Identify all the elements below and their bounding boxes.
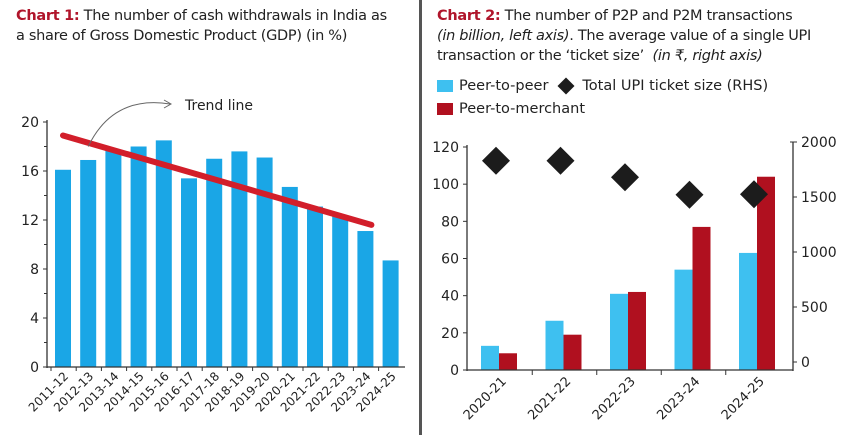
y-tick-label: 20 (441, 326, 459, 342)
bar-2018-19 (231, 151, 248, 367)
bar-2022-23 (332, 216, 349, 367)
chart-2-legend-row-1: Peer-to-peer Total UPI ticket size (RHS) (437, 77, 769, 95)
bar-2013-14 (105, 150, 122, 367)
y2-tick-label: 500 (801, 300, 828, 316)
y2-tick-label: 0 (801, 355, 810, 371)
bar-p2p-2021-22 (545, 320, 564, 370)
x-tick-label: 2024-25 (719, 374, 768, 423)
trend-arrowhead-icon (163, 99, 173, 109)
bar-2012-13 (80, 159, 97, 367)
chart-2-title-line2-italic: (in billion, left axis) (437, 28, 570, 44)
chart-2-title-lead: Chart 2: (437, 8, 501, 24)
legend-p2p-swatch (437, 80, 453, 92)
y-tick-label: 12 (21, 213, 39, 229)
bar-2024-25 (382, 260, 399, 367)
y-tick-label: 40 (441, 289, 459, 305)
legend-p2m-swatch (437, 103, 453, 115)
bar-2020-21 (281, 186, 298, 367)
ticket-size-diamond-2020-21 (482, 146, 510, 175)
chart-2-title-line1: The number of P2P and P2M transactions (500, 8, 793, 24)
bar-p2p-2023-24 (674, 269, 693, 370)
bar-p2p-2024-25 (739, 252, 757, 370)
bar-2016-17 (181, 178, 197, 367)
chart-2-panel: Chart 2: The number of P2P and P2M trans… (425, 0, 843, 435)
panel-divider (419, 0, 422, 435)
bar-p2m-2022-23 (628, 291, 646, 370)
trend-line-label: Trend line (184, 98, 253, 114)
ticket-size-diamond-2023-24 (675, 180, 704, 209)
bar-2011-12 (55, 169, 71, 367)
bar-2014-15 (130, 146, 147, 367)
chart-1-title-line2: a share of Gross Domestic Product (GDP) … (16, 28, 348, 44)
chart-1-title: Chart 1: The number of cash withdrawals … (16, 6, 387, 46)
y-tick-label: 80 (441, 214, 459, 230)
trend-arrow (87, 102, 171, 147)
ticket-size-diamond-2024-25 (740, 180, 768, 209)
y-tick-label: 100 (432, 177, 459, 193)
y-tick-label: 20 (21, 115, 39, 131)
legend-p2p-label: Peer-to-peer (459, 78, 549, 94)
chart-1-title-lead: Chart 1: (16, 8, 80, 24)
y-tick-label: 120 (432, 140, 459, 156)
chart-2-title-line3: transaction or the ‘ticket size’ (437, 48, 644, 64)
bar-2021-22 (307, 206, 323, 367)
y2-tick-label: 1500 (801, 190, 837, 206)
bar-2019-20 (256, 157, 273, 367)
chart-1-title-line1: The number of cash withdrawals in India … (79, 8, 388, 24)
x-tick-label: 2021-22 (525, 374, 574, 423)
bar-2023-24 (357, 231, 374, 367)
trend-line (60, 132, 375, 228)
chart-1-panel: Chart 1: The number of cash withdrawals … (0, 0, 418, 435)
bar-p2m-2024-25 (757, 176, 775, 370)
y-tick-label: 8 (30, 262, 39, 278)
x-tick-label: 2020-21 (461, 374, 510, 423)
ticket-size-diamond-2022-23 (611, 163, 639, 192)
x-tick-label: 2022-23 (590, 374, 639, 423)
y2-tick-label: 2000 (801, 135, 837, 151)
legend-p2m-label: Peer-to-merchant (459, 101, 586, 117)
x-tick-label: 2023-24 (654, 374, 703, 423)
bar-p2p-2022-23 (610, 293, 628, 370)
bar-p2p-2020-21 (481, 345, 499, 370)
bar-2015-16 (155, 140, 172, 367)
chart-2-title-line2-rest: . The average value of a single UPI (569, 28, 811, 44)
chart-1-plot: 0481216202011-122012-132013-142014-15201… (21, 98, 405, 415)
ticket-size-diamond-2021-22 (546, 146, 575, 175)
bar-p2m-2023-24 (692, 226, 711, 370)
chart-2-legend-row-2: Peer-to-merchant (437, 101, 585, 117)
y-tick-label: 16 (21, 164, 39, 180)
bar-2017-18 (206, 158, 223, 367)
legend-ticket-label: Total UPI ticket size (RHS) (582, 78, 769, 94)
chart-2-plot: 0 20 40 60 80 100 120 0 500 1000 1500 2000 2020-21 20… (432, 135, 837, 423)
y-tick-label: 0 (30, 360, 39, 376)
y-tick-label: 60 (441, 252, 459, 268)
y2-tick-label: 1000 (801, 245, 837, 261)
chart-2-title-line3-italic: (in ₹, right axis) (652, 48, 763, 64)
y-tick-label: 0 (450, 363, 459, 379)
bar-p2m-2020-21 (499, 353, 517, 370)
y-tick-label: 4 (30, 311, 39, 327)
bar-p2m-2021-22 (563, 334, 582, 370)
chart-2-title: Chart 2: The number of P2P and P2M trans… (437, 6, 811, 66)
